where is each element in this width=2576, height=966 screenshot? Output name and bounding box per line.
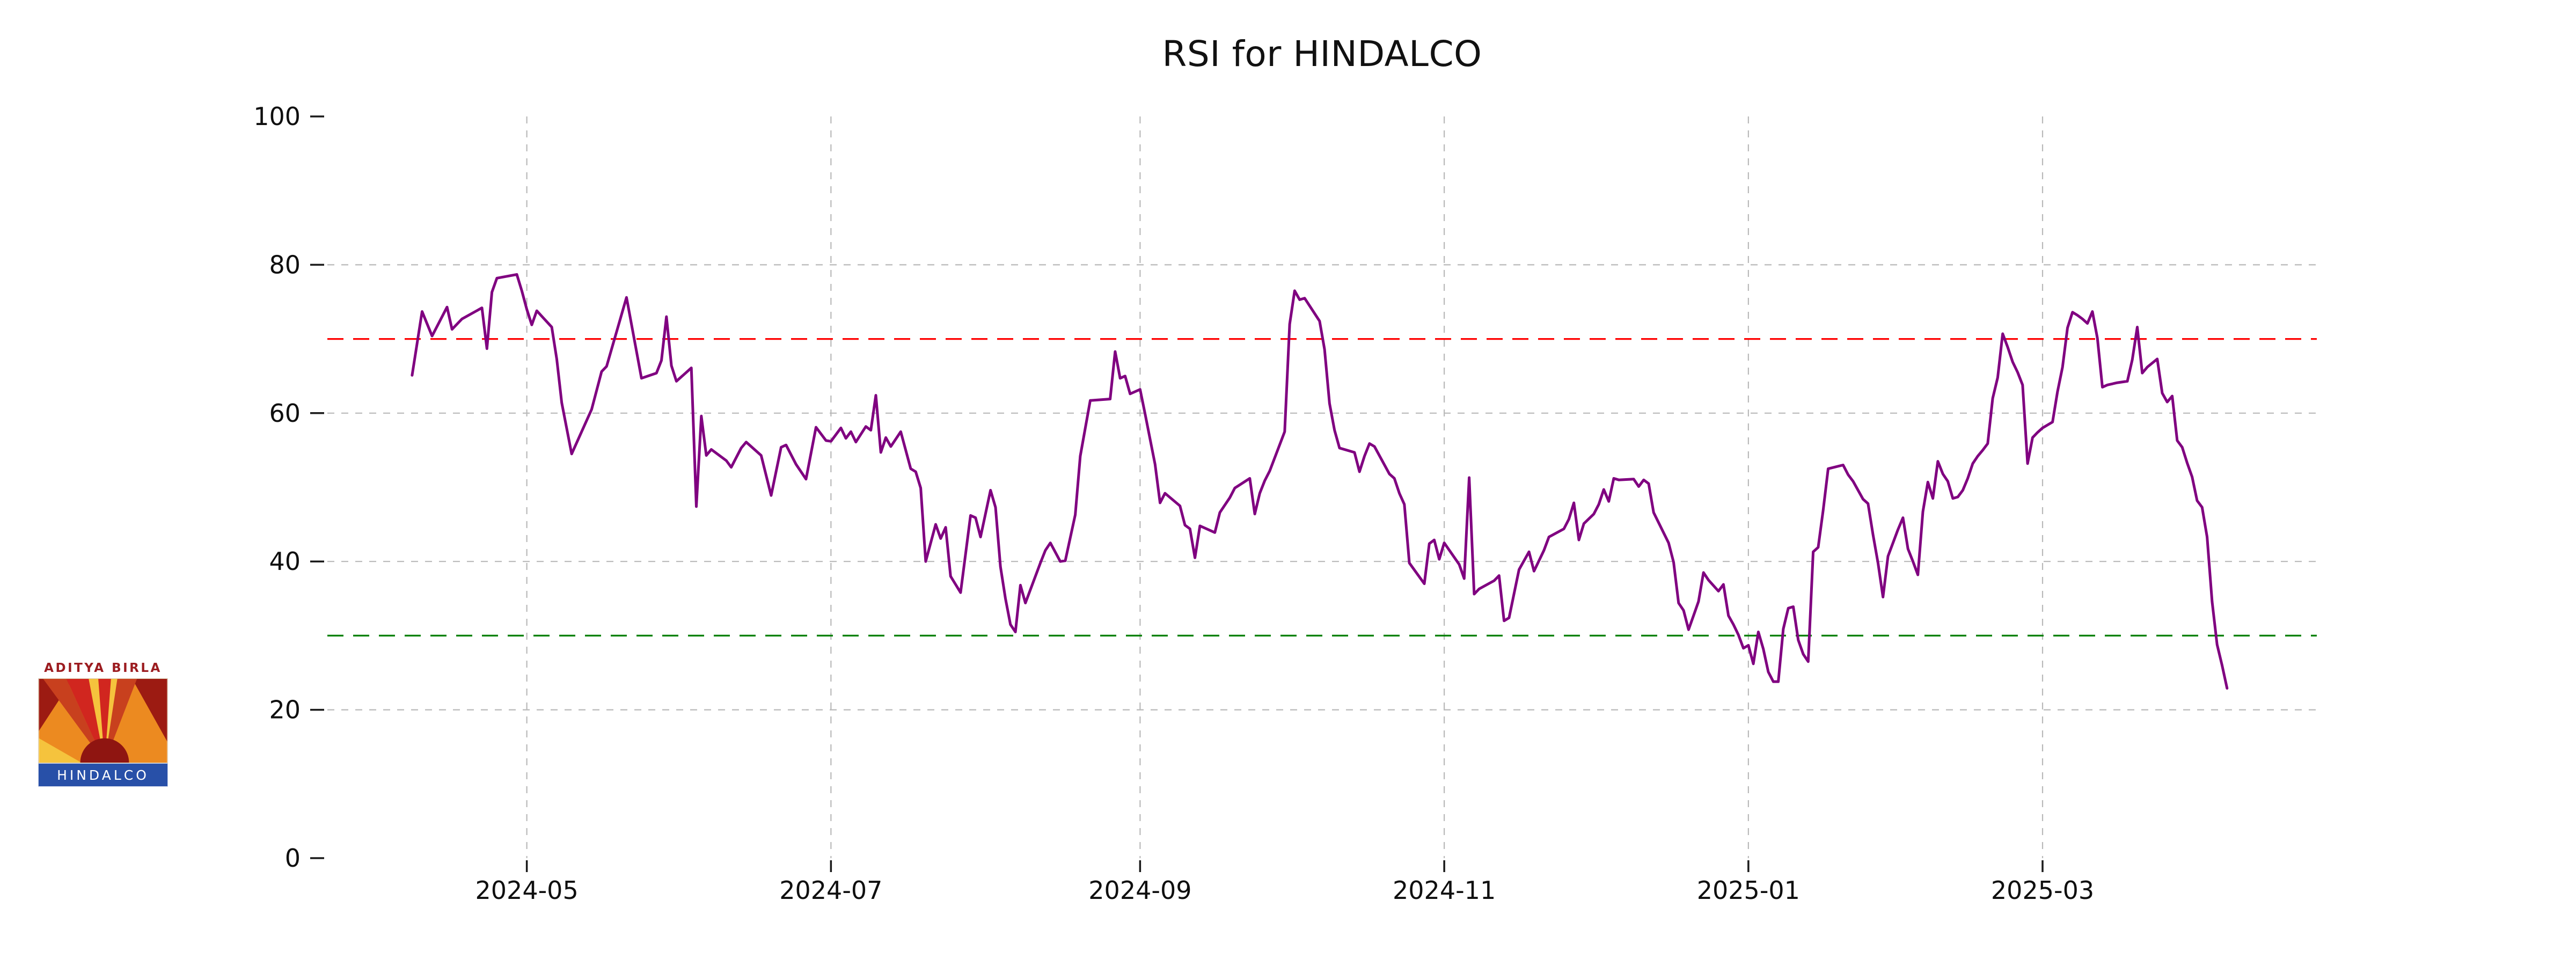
- y-tick-label-0: 0: [285, 844, 301, 873]
- y-tick-label-80: 80: [269, 250, 301, 279]
- rsi-line: [411, 273, 2229, 690]
- hindalco-logo-text: HINDALCO: [57, 767, 149, 783]
- x-tick-label-2024-11: 2024-11: [1393, 876, 1496, 905]
- x-tick-label-2025-03: 2025-03: [1991, 876, 2094, 905]
- hindalco-logo-band: HINDALCO: [38, 763, 168, 787]
- x-tick-label-2024-05: 2024-05: [475, 876, 579, 905]
- aditya-birla-brand-text: ADITYA BIRLA: [44, 661, 162, 675]
- x-tick-label-2024-09: 2024-09: [1088, 876, 1191, 905]
- hindalco-logo: ADITYA BIRLA HINDALCO: [38, 661, 168, 787]
- x-tick-label-2024-07: 2024-07: [779, 876, 882, 905]
- y-tick-label-100: 100: [253, 102, 301, 131]
- aditya-birla-sunburst-icon: [38, 678, 168, 763]
- y-tick-label-60: 60: [269, 399, 301, 428]
- y-tick-label-20: 20: [269, 696, 301, 724]
- y-tick-label-40: 40: [269, 547, 301, 576]
- chart-title: RSI for HINDALCO: [1162, 33, 1482, 75]
- x-tick-label-2025-01: 2025-01: [1697, 876, 1800, 905]
